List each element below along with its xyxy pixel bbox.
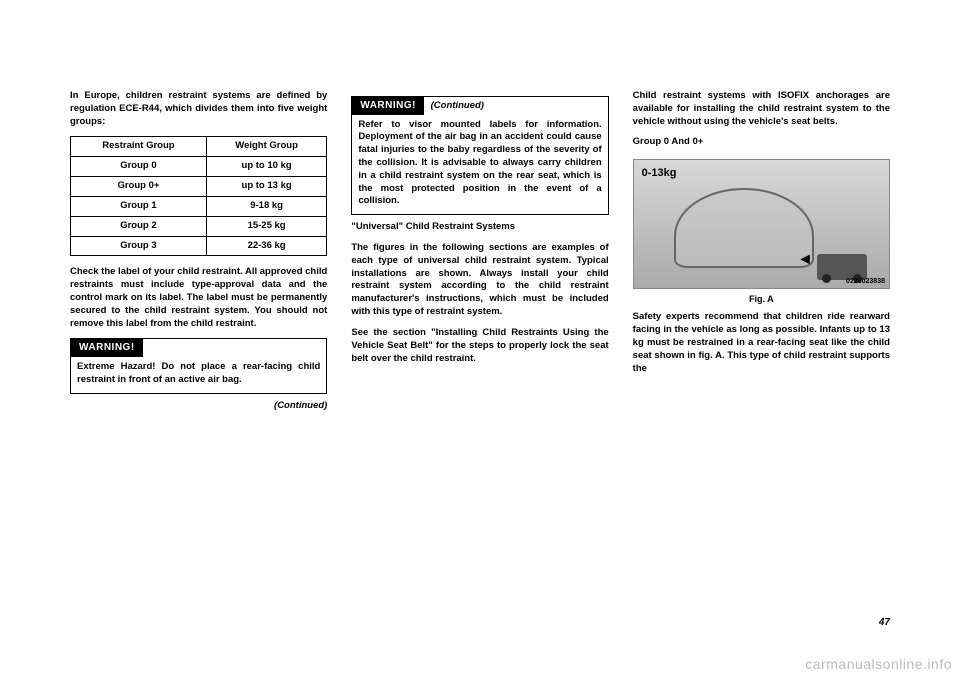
warning-box-continued: WARNING! (Continued) Refer to visor moun… (351, 96, 608, 215)
page-number: 47 (879, 617, 890, 628)
child-seat-icon (674, 188, 814, 268)
intro-text: In Europe, children restraint systems ar… (70, 90, 327, 128)
warning-heading: WARNING! (71, 339, 143, 357)
figure-image: 0-13kg ◄ 0226023838 (633, 159, 890, 289)
warning-continued: (Continued) (427, 100, 484, 111)
restraint-table: Restraint Group Weight Group Group 0up t… (70, 136, 327, 256)
warning-box: WARNING! Extreme Hazard! Do not place a … (70, 338, 327, 393)
table-cell: Group 1 (71, 196, 207, 216)
column-2: WARNING! (Continued) Refer to visor moun… (351, 90, 608, 412)
figure-a: 0-13kg ◄ 0226023838 Fig. A (633, 159, 890, 305)
table-cell: Group 2 (71, 216, 207, 236)
continued-label: (Continued) (70, 400, 327, 413)
watermark: carmanualsonline.info (805, 656, 952, 672)
column-1: In Europe, children restraint systems ar… (70, 90, 327, 412)
warning-body: Extreme Hazard! Do not place a rear-faci… (71, 357, 326, 393)
table-cell: 15-25 kg (206, 216, 326, 236)
body-text: Safety experts recommend that children r… (633, 311, 890, 375)
arrow-icon: ◄ (797, 249, 813, 271)
after-table-text: Check the label of your child restraint.… (70, 266, 327, 330)
subheading: Group 0 And 0+ (633, 136, 890, 149)
figure-caption: Fig. A (633, 293, 890, 305)
warning-heading: WARNING! (352, 97, 424, 115)
table-cell: 22-36 kg (206, 236, 326, 256)
column-3: Child restraint systems with ISOFIX anch… (633, 90, 890, 412)
table-cell: 9-18 kg (206, 196, 326, 216)
table-cell: Group 0 (71, 157, 207, 177)
warning-body: Refer to visor mounted labels for inform… (352, 115, 607, 215)
table-header: Restraint Group (71, 137, 207, 157)
body-text: The figures in the following sections ar… (351, 242, 608, 319)
body-text: See the section "Installing Child Restra… (351, 327, 608, 365)
figure-weight-label: 0-13kg (642, 166, 677, 181)
body-text: Child restraint systems with ISOFIX anch… (633, 90, 890, 128)
figure-number: 0226023838 (846, 277, 885, 286)
subheading: "Universal" Child Restraint Systems (351, 221, 608, 234)
table-cell: up to 10 kg (206, 157, 326, 177)
table-header: Weight Group (206, 137, 326, 157)
table-cell: Group 0+ (71, 177, 207, 197)
table-cell: up to 13 kg (206, 177, 326, 197)
table-cell: Group 3 (71, 236, 207, 256)
